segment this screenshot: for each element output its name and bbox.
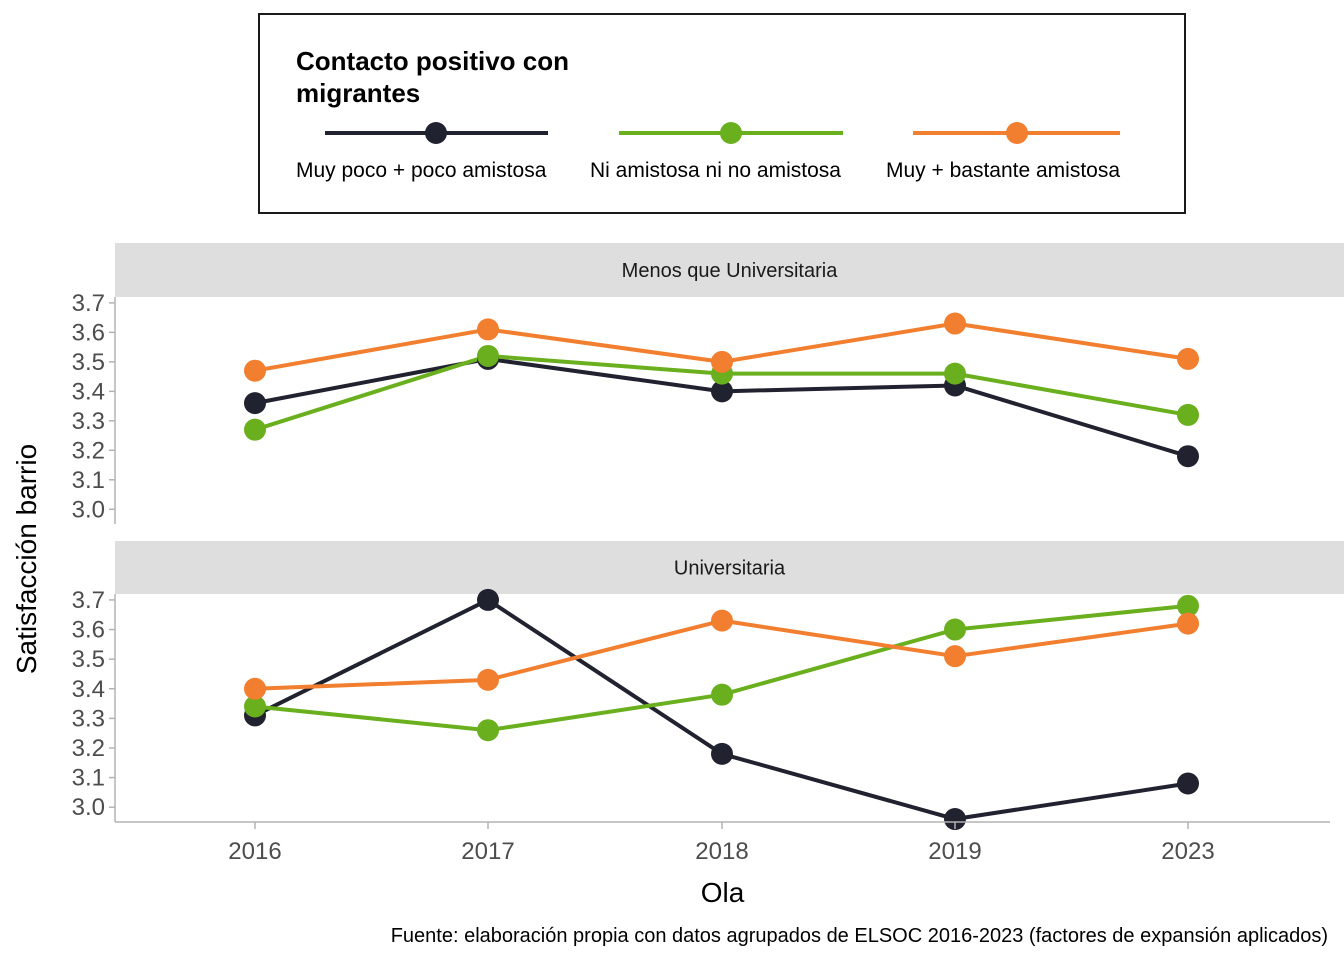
- legend-key-point: [720, 122, 742, 144]
- y-tick-label: 3.1: [72, 765, 105, 792]
- y-tick-label: 3.2: [72, 735, 105, 762]
- data-point: [711, 350, 733, 373]
- legend-title-line: migrantes: [296, 78, 420, 108]
- y-tick-label: 3.5: [72, 646, 105, 673]
- data-point: [944, 808, 966, 831]
- data-point: [711, 683, 733, 706]
- data-point: [244, 677, 266, 700]
- facet-panel: Menos que Universitaria3.03.13.23.33.43.…: [72, 243, 1344, 524]
- y-tick-label: 3.6: [72, 617, 105, 644]
- data-point: [1177, 772, 1199, 795]
- data-point: [1177, 403, 1199, 426]
- legend-entry-label: Muy + bastante amistosa: [886, 159, 1120, 182]
- data-point: [1177, 594, 1199, 617]
- data-point: [244, 359, 266, 382]
- facet-strip-label: Universitaria: [674, 558, 786, 580]
- facet-strip: [115, 541, 1344, 594]
- legend-entry-label: Muy poco + poco amistosa: [296, 159, 547, 182]
- data-point: [244, 418, 266, 441]
- x-tick-label: 2018: [695, 838, 748, 865]
- series-line: [254, 597, 1189, 822]
- data-point: [477, 668, 499, 691]
- legend-key-point: [1006, 122, 1028, 144]
- x-tick-label: 2016: [228, 838, 281, 865]
- legend-key-point: [425, 122, 447, 144]
- legend-title-line: Contacto positivo con: [296, 46, 569, 76]
- y-tick-label: 3.1: [72, 467, 105, 494]
- data-point: [711, 742, 733, 765]
- y-tick-label: 3.5: [72, 349, 105, 376]
- facet-strip: [115, 243, 1344, 297]
- data-point: [944, 618, 966, 641]
- y-tick-label: 3.4: [72, 378, 105, 405]
- data-point: [477, 588, 499, 611]
- data-point: [944, 312, 966, 335]
- data-point: [244, 392, 266, 415]
- data-point: [477, 344, 499, 367]
- data-point: [711, 380, 733, 403]
- y-axis-title: Satisfacción barrio: [11, 444, 42, 674]
- y-tick-label: 3.2: [72, 437, 105, 464]
- data-point: [1177, 347, 1199, 370]
- data-point: [944, 645, 966, 668]
- x-tick-label: 2023: [1161, 838, 1214, 865]
- x-tick-label: 2017: [461, 838, 514, 865]
- data-point: [477, 719, 499, 742]
- data-point: [944, 362, 966, 385]
- legend-box: [258, 13, 1186, 214]
- x-tick-label: 2019: [928, 838, 981, 865]
- data-point: [244, 695, 266, 718]
- chart-caption: Fuente: elaboración propia con datos agr…: [391, 925, 1328, 947]
- x-axis-title: Ola: [701, 877, 745, 908]
- y-tick-label: 3.0: [72, 496, 105, 523]
- y-tick-label: 3.0: [72, 794, 105, 821]
- data-point: [477, 318, 499, 341]
- y-tick-label: 3.3: [72, 408, 105, 435]
- data-point: [1177, 612, 1199, 635]
- data-point: [711, 609, 733, 632]
- y-tick-label: 3.7: [72, 290, 105, 317]
- y-tick-label: 3.7: [72, 587, 105, 614]
- y-tick-label: 3.6: [72, 319, 105, 346]
- legend-entry-label: Ni amistosa ni no amistosa: [590, 159, 841, 182]
- facet-panel: Universitaria 3.03.1 3.2 3.33.4 3.53.6 3.7 201…: [72, 541, 1344, 865]
- y-tick-label: 3.3: [72, 705, 105, 732]
- y-tick-label: 3.4: [72, 676, 105, 703]
- facet-strip-label: Menos que Universitaria: [622, 260, 839, 282]
- data-point: [1177, 445, 1199, 468]
